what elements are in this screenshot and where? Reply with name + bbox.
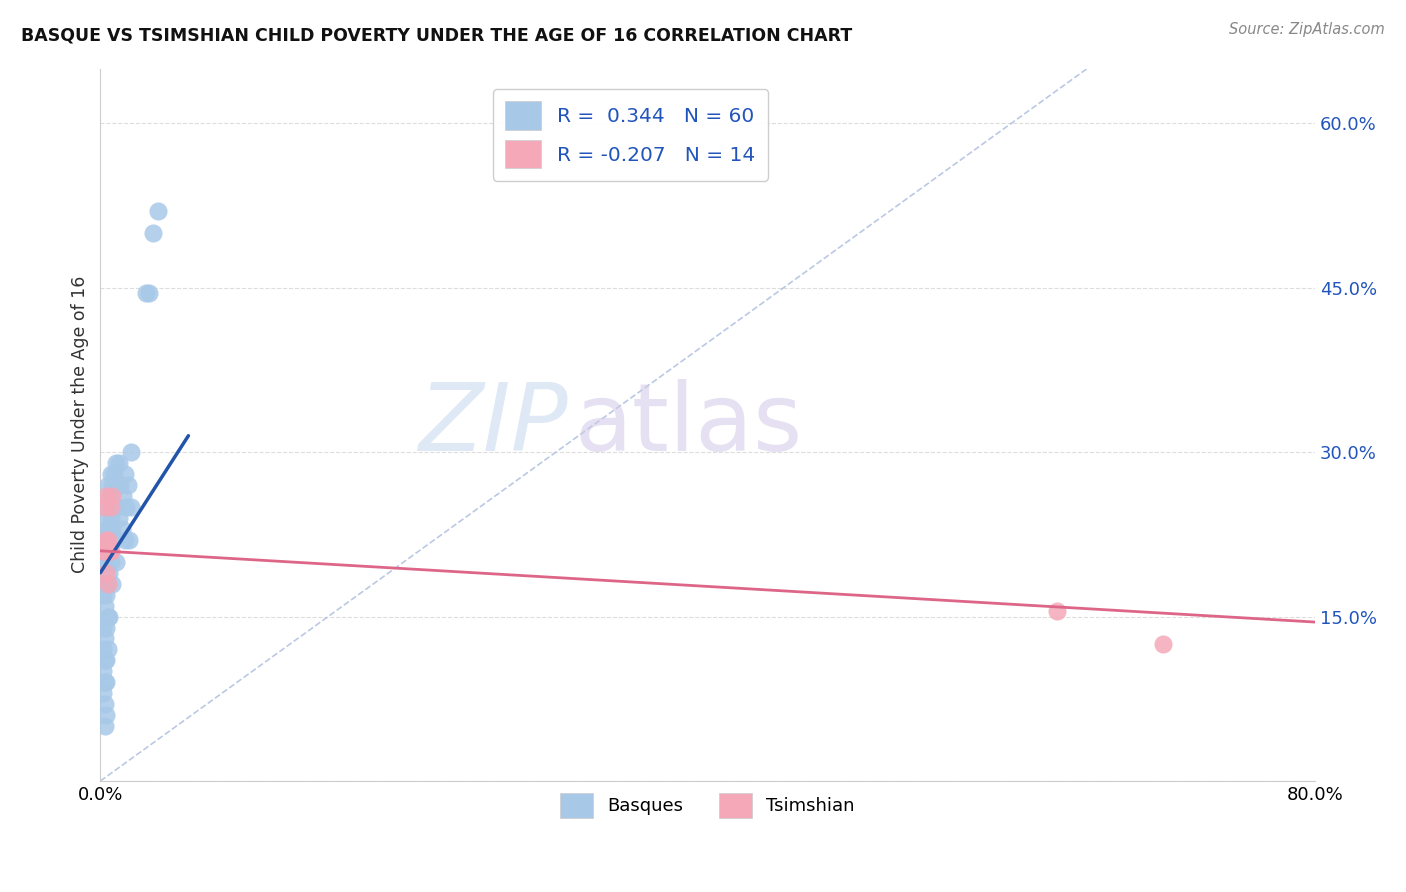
Point — [1152, 637, 1174, 651]
Point — [96, 588, 118, 602]
Point — [94, 675, 117, 690]
Point — [94, 533, 117, 547]
Y-axis label: Child Poverty Under the Age of 16: Child Poverty Under the Age of 16 — [72, 276, 89, 574]
Point — [94, 576, 117, 591]
Point — [97, 511, 120, 525]
Point — [97, 642, 120, 657]
Point — [110, 522, 132, 536]
Point — [96, 522, 118, 536]
Text: BASQUE VS TSIMSHIAN CHILD POVERTY UNDER THE AGE OF 16 CORRELATION CHART: BASQUE VS TSIMSHIAN CHILD POVERTY UNDER … — [21, 27, 852, 45]
Legend: Basques, Tsimshian: Basques, Tsimshian — [553, 786, 862, 825]
Point — [97, 576, 120, 591]
Point — [94, 599, 117, 613]
Point — [98, 544, 121, 558]
Point — [104, 555, 127, 569]
Point — [107, 456, 129, 470]
Point — [97, 533, 120, 547]
Point — [100, 467, 122, 481]
Point — [94, 555, 117, 569]
Text: Source: ZipAtlas.com: Source: ZipAtlas.com — [1229, 22, 1385, 37]
Point — [112, 489, 135, 503]
Point — [93, 621, 115, 635]
Point — [94, 632, 117, 646]
Point — [96, 489, 118, 503]
Point — [97, 544, 120, 558]
Point — [142, 226, 165, 240]
Point — [146, 204, 169, 219]
Point — [100, 544, 122, 558]
Point — [100, 555, 122, 569]
Point — [93, 642, 115, 657]
Point — [96, 708, 118, 723]
Point — [93, 588, 115, 602]
Point — [103, 533, 125, 547]
Point — [115, 500, 138, 514]
Point — [104, 500, 127, 514]
Point — [138, 286, 160, 301]
Point — [108, 478, 131, 492]
Point — [97, 609, 120, 624]
Text: ZIP: ZIP — [419, 379, 568, 470]
Point — [94, 698, 117, 712]
Point — [98, 489, 121, 503]
Point — [107, 511, 129, 525]
Point — [114, 467, 136, 481]
Point — [120, 500, 142, 514]
Text: atlas: atlas — [574, 379, 803, 471]
Point — [101, 576, 124, 591]
Point — [105, 478, 128, 492]
Point — [96, 500, 118, 514]
Point — [96, 555, 118, 569]
Point — [96, 621, 118, 635]
Point — [101, 522, 124, 536]
Point — [94, 500, 117, 514]
Point — [94, 544, 117, 558]
Point — [1046, 604, 1069, 618]
Point — [97, 576, 120, 591]
Point — [114, 533, 136, 547]
Point — [100, 511, 122, 525]
Point — [120, 445, 142, 459]
Point — [97, 478, 120, 492]
Point — [96, 653, 118, 667]
Point — [101, 489, 124, 503]
Point — [118, 533, 141, 547]
Point — [103, 467, 125, 481]
Point — [96, 533, 118, 547]
Point — [135, 286, 157, 301]
Point — [98, 522, 121, 536]
Point — [93, 544, 115, 558]
Point — [98, 566, 121, 580]
Point — [96, 675, 118, 690]
Point — [100, 500, 122, 514]
Point — [98, 609, 121, 624]
Point — [94, 719, 117, 733]
Point — [93, 686, 115, 700]
Point — [94, 653, 117, 667]
Point — [93, 665, 115, 679]
Point — [104, 456, 127, 470]
Point — [96, 566, 118, 580]
Point — [101, 478, 124, 492]
Point — [117, 478, 139, 492]
